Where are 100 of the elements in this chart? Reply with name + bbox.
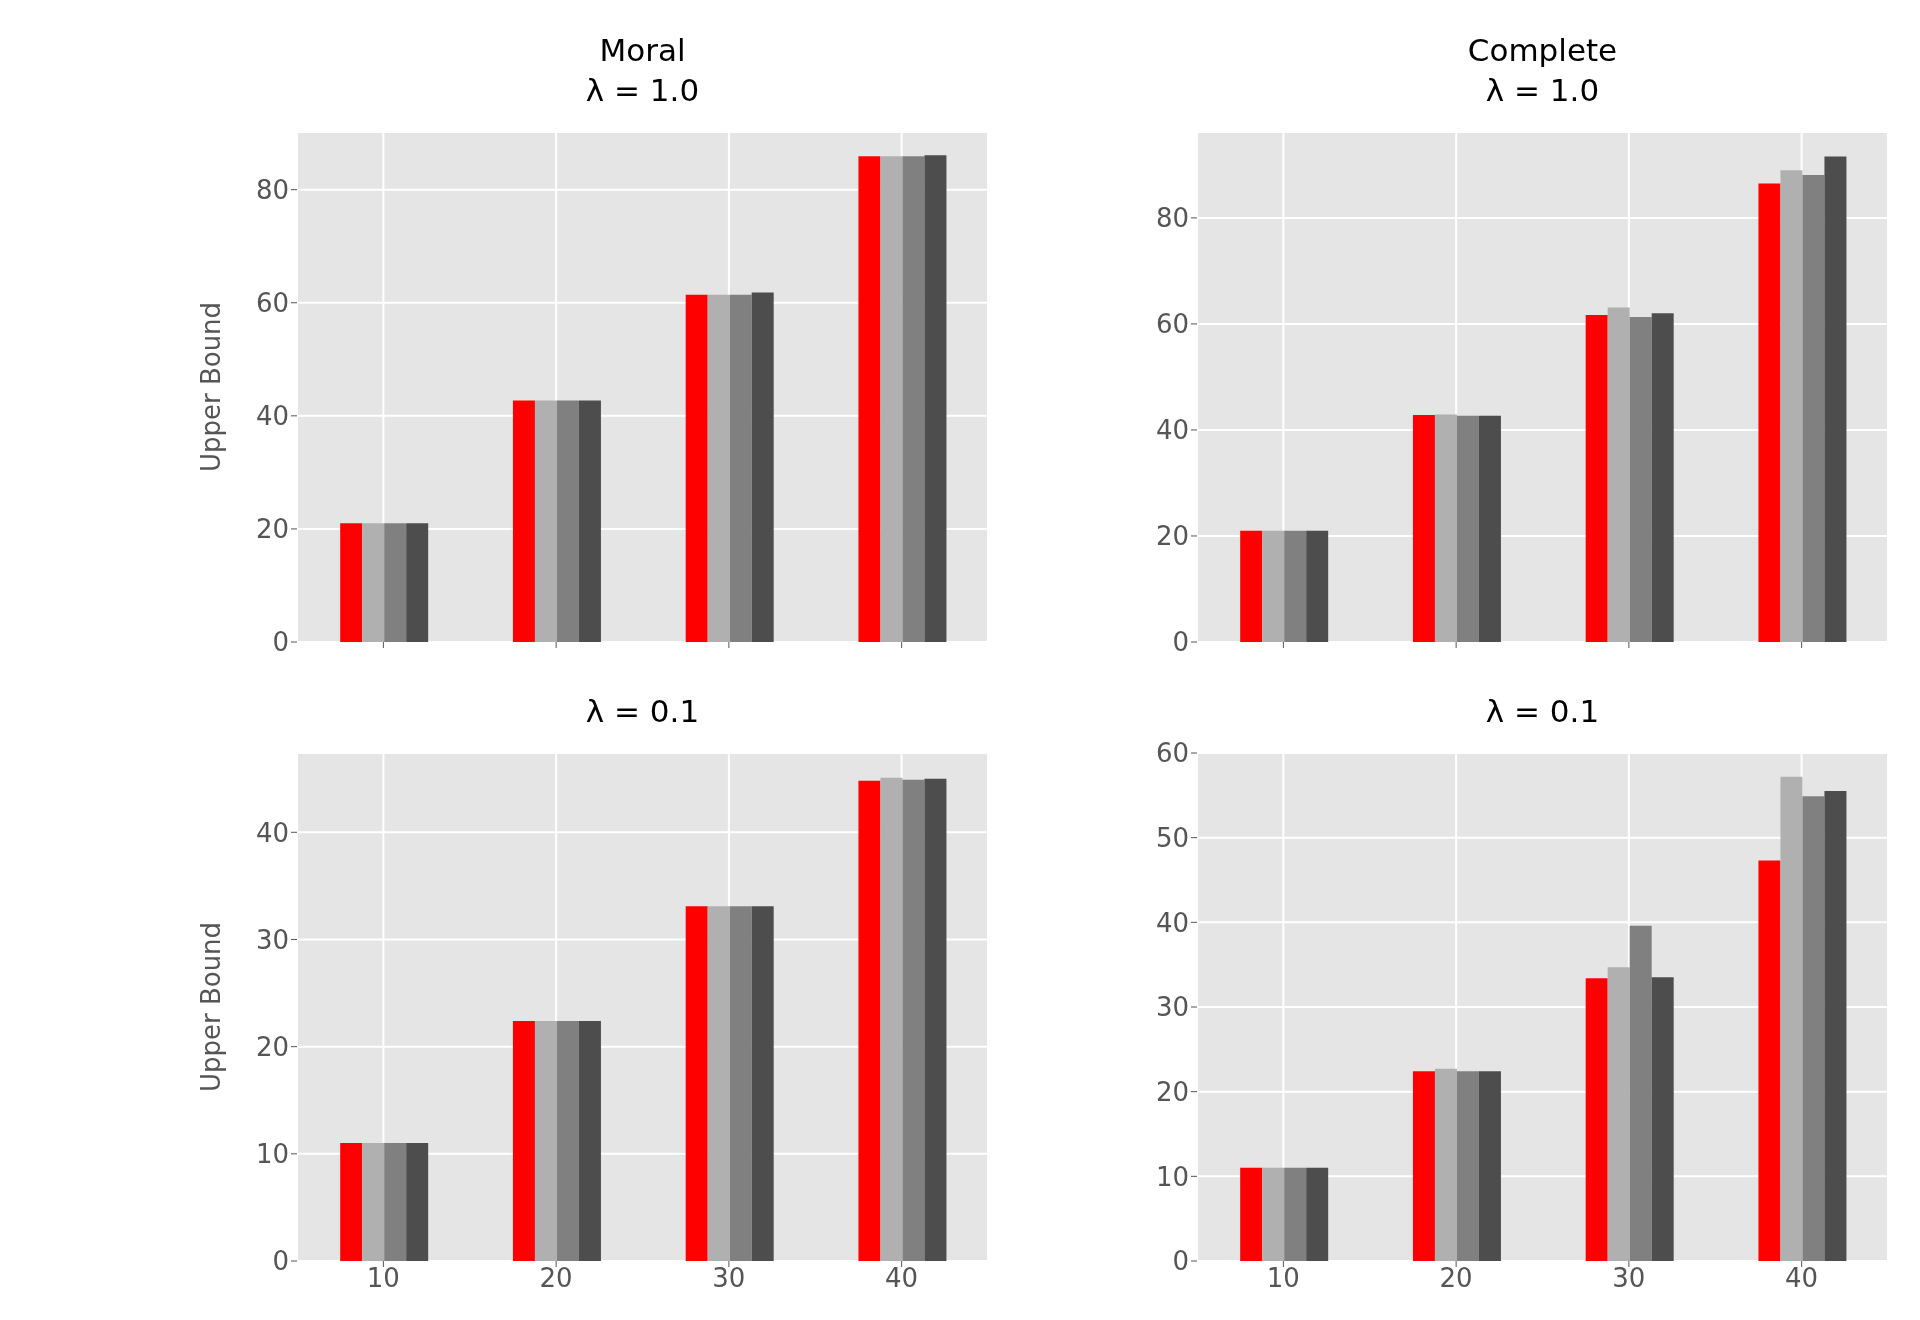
x-tick-label: 10 (366, 1263, 400, 1294)
bar (902, 779, 925, 1261)
bar (1284, 1167, 1307, 1261)
chart-subtitle: λ = 0.1 (1484, 692, 1601, 731)
y-tick-label: 40 (255, 401, 289, 432)
bar (1758, 860, 1781, 1261)
bar (880, 777, 903, 1261)
x-tick-label: 30 (712, 1263, 746, 1294)
bar (751, 906, 774, 1261)
x-tick-label: 20 (1439, 1263, 1473, 1294)
bar (362, 523, 385, 642)
bar (751, 292, 774, 642)
bar (362, 1143, 385, 1261)
bar (858, 780, 881, 1261)
y-tick-label: 40 (255, 817, 289, 848)
bar (1306, 1167, 1329, 1261)
bar (1262, 1167, 1285, 1261)
bar (1412, 1071, 1435, 1261)
bar (1478, 415, 1501, 642)
bar (1607, 307, 1630, 642)
bar (406, 1143, 429, 1261)
bar (1802, 174, 1825, 642)
bar (1629, 925, 1652, 1261)
bar (1240, 1167, 1263, 1261)
y-tick-label: 0 (1172, 627, 1189, 658)
bar (729, 294, 752, 642)
y-tick-label: 80 (1155, 203, 1189, 234)
bar (556, 1020, 579, 1261)
bar (685, 906, 708, 1261)
chart-subtitle: λ = 0.1 (584, 692, 701, 731)
bar (1306, 530, 1329, 642)
bar (924, 155, 947, 642)
y-tick-label: 40 (1155, 415, 1189, 446)
y-tick-label: 30 (255, 924, 289, 955)
bar (1434, 1068, 1457, 1261)
y-tick-label: 10 (1155, 1161, 1189, 1192)
bar (1585, 978, 1608, 1261)
bar (534, 1020, 557, 1261)
bar (858, 156, 881, 642)
bar (1824, 791, 1847, 1261)
bar (1456, 1071, 1479, 1261)
y-tick-label: 10 (255, 1139, 289, 1170)
chart-title: Moral (598, 31, 687, 70)
x-tick-label: 40 (885, 1263, 919, 1294)
x-tick-label: 20 (539, 1263, 573, 1294)
chart-subtitle: λ = 1.0 (584, 71, 701, 110)
y-axis-title: Upper Bound (196, 301, 227, 473)
bar (1651, 977, 1674, 1261)
bar (707, 294, 730, 642)
bar (1412, 415, 1435, 642)
bar (1780, 170, 1803, 642)
y-tick-label: 50 (1155, 822, 1189, 853)
x-tick-label: 10 (1266, 1263, 1300, 1294)
bar (534, 400, 557, 642)
y-tick-label: 60 (1155, 738, 1189, 769)
y-tick-label: 20 (1155, 521, 1189, 552)
bar (512, 400, 535, 642)
bar (1780, 776, 1803, 1261)
bar (1651, 313, 1674, 642)
chart-subtitle: λ = 1.0 (1484, 71, 1601, 110)
bar (1434, 414, 1457, 642)
bar (578, 1020, 601, 1261)
bar (924, 778, 947, 1261)
y-tick-label: 0 (1172, 1246, 1189, 1277)
bar (512, 1020, 535, 1261)
y-tick-label: 80 (255, 174, 289, 205)
bar (384, 1143, 407, 1261)
bar (902, 156, 925, 642)
y-tick-label: 0 (272, 627, 289, 658)
bar (578, 400, 601, 642)
y-tick-label: 30 (1155, 992, 1189, 1023)
bar (340, 1143, 363, 1261)
bar (1240, 530, 1263, 642)
y-tick-label: 20 (255, 514, 289, 545)
y-tick-label: 0 (272, 1246, 289, 1277)
bar (729, 906, 752, 1261)
chart-title: Complete (1466, 31, 1619, 70)
bar (1262, 530, 1285, 642)
x-tick-label: 30 (1612, 1263, 1646, 1294)
y-tick-label: 20 (255, 1031, 289, 1062)
bar (1585, 314, 1608, 642)
y-tick-label: 40 (1155, 907, 1189, 938)
bar (1758, 183, 1781, 642)
x-tick-label: 40 (1785, 1263, 1819, 1294)
bar (1802, 796, 1825, 1261)
bar (1824, 156, 1847, 642)
y-tick-label: 60 (1155, 309, 1189, 340)
bar (556, 400, 579, 642)
bar (1629, 317, 1652, 642)
y-tick-label: 20 (1155, 1076, 1189, 1107)
bar (1456, 415, 1479, 642)
bar (1478, 1071, 1501, 1261)
bar (707, 906, 730, 1261)
bar (340, 523, 363, 642)
bar (685, 294, 708, 642)
bar (1284, 530, 1307, 642)
y-axis-title: Upper Bound (196, 921, 227, 1093)
bar (1607, 967, 1630, 1261)
y-tick-label: 60 (255, 287, 289, 318)
bar (880, 156, 903, 642)
